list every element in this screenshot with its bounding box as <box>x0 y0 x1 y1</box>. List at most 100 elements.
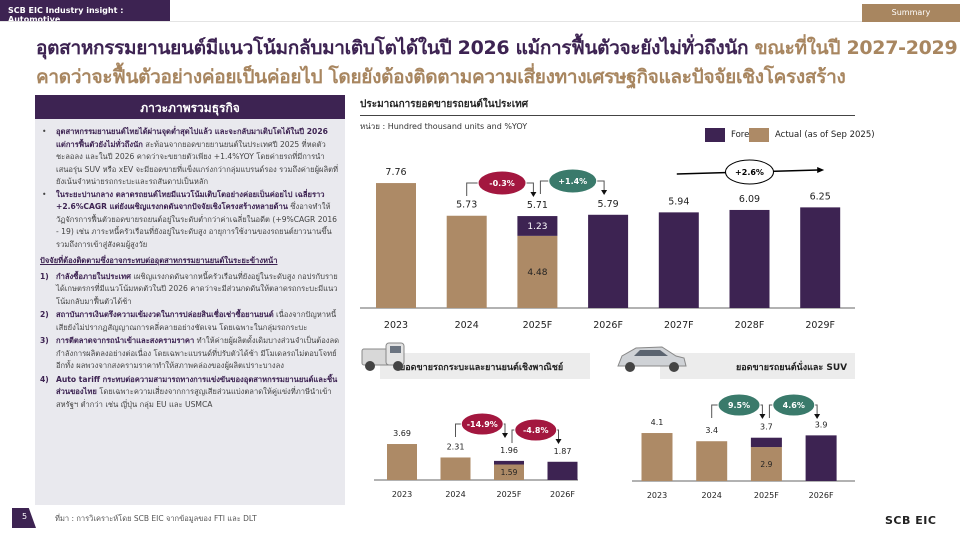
bullet-item: • ในระยะปานกลาง ตลาดรถยนต์ไทยมีแนวโน้มเติ… <box>40 189 340 252</box>
risk-number: 2) <box>40 310 49 319</box>
bullet-bold: ในระยะปานกลาง ตลาดรถยนต์ไทยมีแนวโน้มเติบ… <box>56 189 325 212</box>
arrow-head-icon <box>817 167 825 173</box>
total-label: 7.76 <box>385 167 406 178</box>
page-number: 5 <box>12 508 36 528</box>
total-label: 3.4 <box>705 426 718 435</box>
growth-annotation: -0.3% <box>466 170 537 197</box>
legend-swatch-actual <box>749 128 769 142</box>
growth-label: -0.3% <box>489 179 515 188</box>
page-title-line2: คาดว่าจะฟื้นตัวอย่างค่อยเป็นค่อยไป โดยยั… <box>36 66 846 88</box>
growth-annotation: -14.9% <box>455 412 508 438</box>
chart-2: 4.1 2023 3.4 2024 3.7 2025F 2.9 3.9 2026F 9.5% 4.6… <box>632 393 855 500</box>
total-label: 5.71 <box>527 200 548 211</box>
category-label: 2024 <box>702 491 722 500</box>
segment-label-actual: 1.59 <box>501 468 518 477</box>
risk-bold: Auto tariff กระทบต่อความสามารถทางการแข่ง… <box>56 374 338 397</box>
risk-bold: สถาบันการเงินตรึงความเข้มงวดในการปล่อยสิ… <box>56 310 274 319</box>
chart-1: 3.69 2023 2.31 2024 1.96 2025F 1.59 1.87 2026F -1… <box>374 412 578 499</box>
category-label: 2024 <box>445 490 465 499</box>
total-label: 1.96 <box>500 446 518 455</box>
growth-label: -14.9% <box>467 420 498 429</box>
category-label: 2026F <box>809 491 834 500</box>
risk-item: 1) กำลังซื้อภายในประเทศ เผชิญแรงกดดันจากห… <box>40 271 340 309</box>
bar-forecast-2026F <box>547 461 578 480</box>
bar-actual-2025F <box>494 464 524 480</box>
total-label: 5.79 <box>598 199 619 210</box>
bullet-icon: • <box>42 189 47 199</box>
total-label: 3.9 <box>815 420 828 429</box>
chart-unit: หน่วย : Hundred thousand units and %YOY <box>360 122 528 131</box>
category-label: 2026F <box>593 320 623 331</box>
business-overview-panel <box>35 95 345 505</box>
growth-badge <box>725 159 774 185</box>
total-label: 1.87 <box>554 447 572 456</box>
title-part1: อุตสาหกรรมยานยนต์มีแนวโน้มกลับมาเติบโตได… <box>36 37 755 59</box>
sedan-car-icon <box>617 346 687 372</box>
bullet-icon: • <box>42 127 47 136</box>
bar-actual-2023 <box>387 444 417 480</box>
total-label: 6.25 <box>810 191 831 202</box>
arrow-head-icon <box>601 190 608 195</box>
panel-body: • อุตสาหกรรมยานยนต์ไทยได้ผ่านจุดต่ำสุดไปแ… <box>40 126 340 412</box>
risk-bold: การตีตลาดจากรถนำเข้าและสงครามราคา <box>56 336 195 345</box>
bar-forecast-2025F <box>494 460 524 465</box>
category-label: 2025F <box>497 490 522 499</box>
total-label: 3.69 <box>393 429 411 438</box>
header-divider <box>0 21 960 22</box>
bar-forecast-2025F <box>517 216 558 236</box>
growth-annotation: +1.4% <box>539 168 608 195</box>
title-part2: ขณะที่ในปี 2027-2029 <box>754 37 958 59</box>
category-label: 2029F <box>805 320 835 331</box>
risk-number: 4) <box>40 374 49 384</box>
bar-actual-2023 <box>641 433 673 481</box>
category-label: 2025F <box>754 491 779 500</box>
category-label: 2027F <box>664 320 694 331</box>
risk-bold: กำลังซื้อภายในประเทศ <box>56 271 131 281</box>
risk-text: ทำให้ค่ายผู้ผลิตดั้งเดิมบางส่วนจำเป็นต้อ… <box>56 336 340 370</box>
chart-title-rule <box>360 115 855 116</box>
risk-text: เผชิญแรงกดดันจากหนี้ครัวเรือนที่ยังอยู่ใ… <box>56 271 338 306</box>
risk-heading: ปัจจัยที่ต้องติดตามซึ่งอาจกระทบต่ออุตสาห… <box>40 256 278 265</box>
bullet-bold: อุตสาหกรรมยานยนต์ไทยได้ผ่านจุดต่ำสุดไปแล… <box>56 127 328 149</box>
category-label: 2023 <box>647 491 667 500</box>
bullet-text: สะท้อนจากยอดขายยานยนต์ในประเทศปี 2025 ที… <box>56 139 339 187</box>
segment-label-forecast: 1.23 <box>527 222 547 232</box>
category-label: 2024 <box>455 320 479 331</box>
bar-forecast-2029F <box>800 207 841 308</box>
bar-actual-2024 <box>440 457 471 480</box>
pickup-truck-icon <box>361 342 405 371</box>
bar-forecast-2028F <box>729 209 770 308</box>
chart-title: ประมาณการยอดขายรถยนต์ในประเทศ <box>360 99 529 110</box>
page-title-line1: อุตสาหกรรมยานยนต์มีแนวโน้มกลับมาเติบโตได… <box>36 33 958 63</box>
growth-annotation: -4.8% <box>511 418 562 444</box>
bar-actual-2024 <box>446 215 487 308</box>
category-label: 2023 <box>384 320 408 331</box>
bullet-item: • อุตสาหกรรมยานยนต์ไทยได้ผ่านจุดต่ำสุดไปแ… <box>40 126 340 189</box>
risk-text: เนื่องจากปัญหาหนี้เสียยังไม่ปรากฏสัญญาณก… <box>56 310 337 332</box>
breadcrumb: SCB EIC Industry insight : Automotive <box>0 0 170 24</box>
legend-label: Actual (as of Sep 2025) <box>775 130 875 140</box>
legend-swatch-forecast <box>705 128 725 142</box>
chart-title-pickup: ยอดขายรถกระบะและยานยนต์เชิงพาณิชย์ <box>380 353 590 379</box>
growth-label: 4.6% <box>783 401 805 410</box>
panel-heading: ภาวะภาพรวมธุรกิจ <box>35 95 345 119</box>
total-label: 3.7 <box>760 423 773 432</box>
category-label: 2028F <box>735 320 765 331</box>
growth-badge <box>514 418 558 442</box>
summary-tab[interactable]: Summary <box>862 4 960 22</box>
bar-forecast-2026F <box>805 435 837 481</box>
growth-label: -4.8% <box>523 426 549 435</box>
growth-badge <box>772 393 816 417</box>
growth-annotation: 4.6% <box>768 393 821 419</box>
total-label: 2.31 <box>447 442 465 451</box>
bar-actual-2025F <box>517 235 558 308</box>
category-label: 2025F <box>523 320 553 331</box>
legend-actual: Actual (as of Sep 2025) <box>749 128 875 142</box>
source-note: ที่มา : การวิเคราะห์โดย SCB EIC จากข้อมู… <box>55 514 257 523</box>
growth-annotation: +2.6% <box>676 159 825 185</box>
growth-badge <box>548 168 598 194</box>
growth-label: 9.5% <box>728 401 750 410</box>
total-label: 5.94 <box>668 196 689 207</box>
legend-label: Forecast <box>731 130 767 140</box>
